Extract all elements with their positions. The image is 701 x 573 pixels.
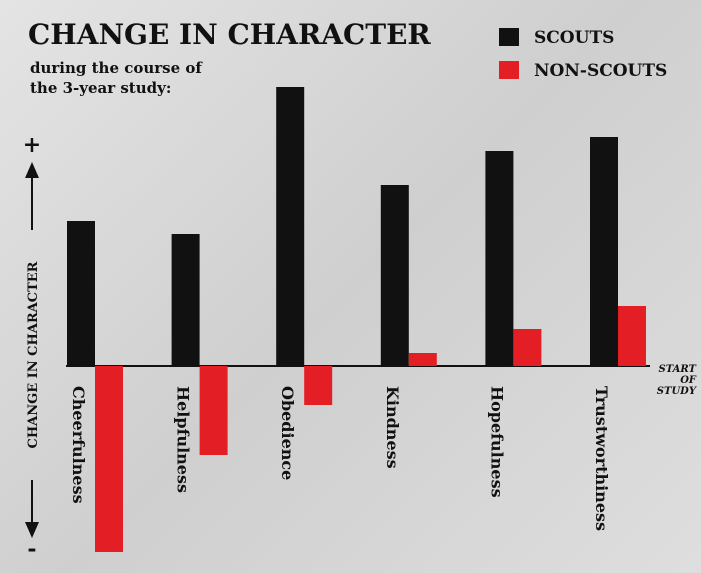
baseline-label: START OF STUDY: [652, 364, 696, 397]
bar: [409, 353, 437, 366]
legend-label: NON-SCOUTS: [534, 61, 667, 81]
y-top-label: +: [23, 132, 41, 158]
subtitle: during the course of the 3-year study:: [30, 58, 220, 98]
chart-title: CHANGE IN CHARACTER: [28, 18, 431, 51]
x-tick-label: Kindness: [383, 386, 402, 469]
bar: [200, 366, 228, 455]
x-tick-label: Hopefulness: [487, 386, 506, 498]
bar: [304, 366, 332, 405]
x-tick-label: Cheerfulness: [69, 386, 88, 504]
x-tick-label: Obedience: [278, 386, 297, 480]
bar: [513, 329, 541, 366]
legend-swatch: [499, 61, 519, 79]
bar: [95, 366, 123, 552]
legend-swatch: [499, 28, 519, 46]
legend-label: SCOUTS: [534, 28, 614, 48]
chart: + - CHANGE IN CHARACTER SCOUTS NON-SCOUTS Che…: [0, 0, 701, 573]
x-tick-label: Trustworthiness: [592, 386, 611, 531]
y-bottom-label: -: [27, 536, 36, 562]
bar: [67, 221, 95, 366]
arrow-head: [25, 162, 39, 178]
bar: [590, 137, 618, 366]
bar: [618, 306, 646, 366]
bar: [276, 87, 304, 366]
bar: [172, 234, 200, 366]
bar: [381, 185, 409, 366]
bar: [485, 151, 513, 366]
y-axis-label: CHANGE IN CHARACTER: [26, 261, 41, 448]
x-tick-label: Helpfulness: [174, 386, 193, 493]
